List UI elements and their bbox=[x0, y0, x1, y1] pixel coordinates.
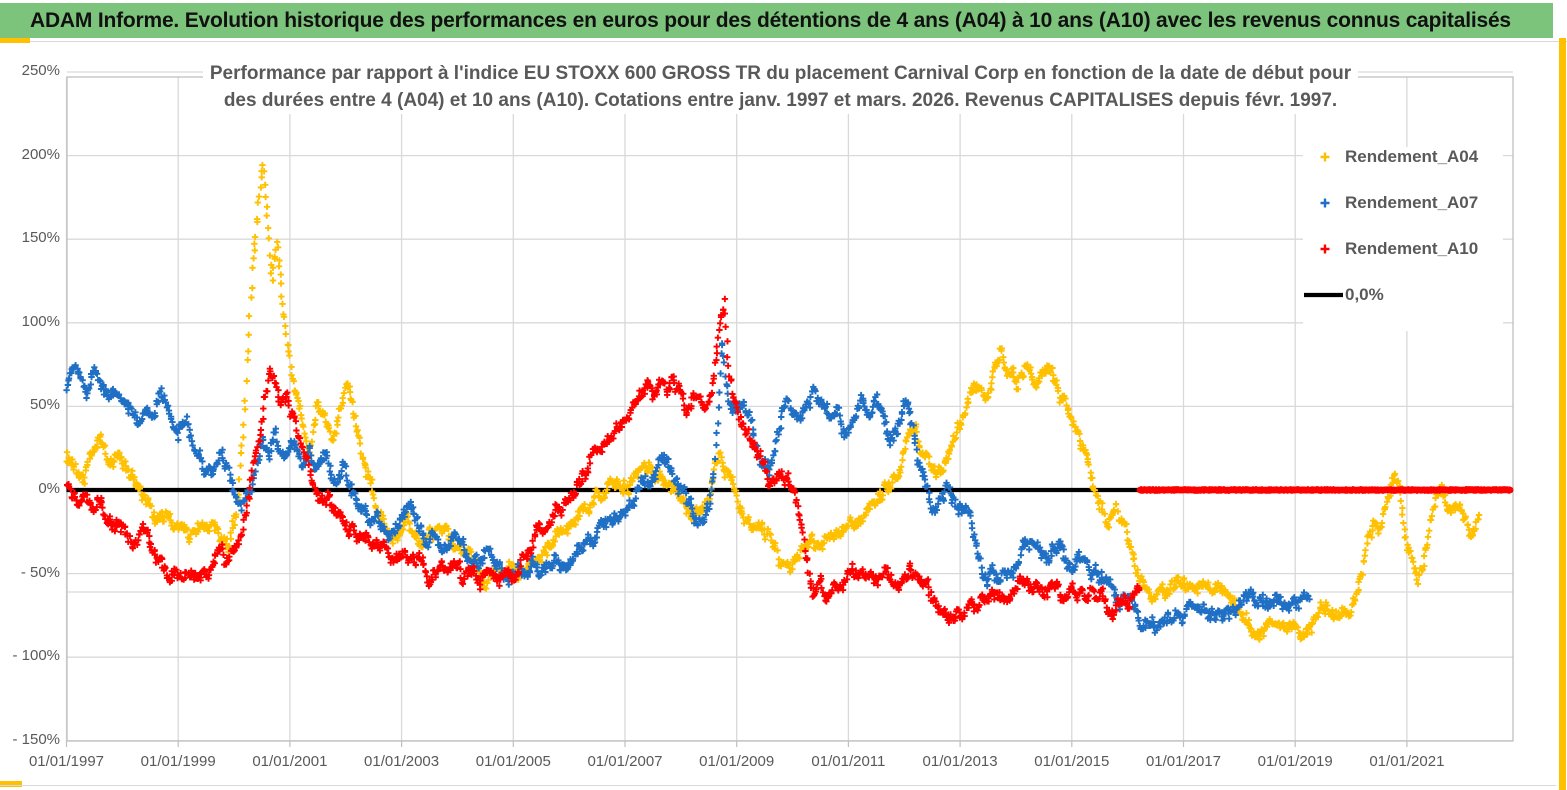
chart-legend[interactable]: Rendement_A04 Rendement_A07 Rendement_A10 0… bbox=[1303, 147, 1503, 331]
x-axis-tick-label: 01/01/2003 bbox=[364, 753, 440, 770]
y-axis-tick-label: - 100% bbox=[12, 647, 60, 665]
y-axis-tick-label: 250% bbox=[21, 62, 60, 79]
legend-item-rendement-a07[interactable]: Rendement_A07 bbox=[1303, 193, 1503, 213]
y-axis-tick-label: 150% bbox=[21, 229, 60, 247]
legend-label: Rendement_A07 bbox=[1345, 193, 1479, 212]
legend-plus-marker-icon bbox=[1320, 198, 1330, 208]
legend-plus-marker-icon bbox=[1320, 244, 1330, 254]
plot-border bbox=[65, 76, 1514, 747]
legend-label: 0,0% bbox=[1345, 285, 1384, 304]
x-axis-tick-label: 01/01/2019 bbox=[1257, 753, 1333, 770]
y-axis-tick-label: - 150% bbox=[12, 730, 60, 748]
chart-title: Performance par rapport à l'indice EU ST… bbox=[203, 60, 1358, 114]
yellow-accent-bottom bbox=[0, 781, 22, 787]
x-axis-tick-label: 01/01/2005 bbox=[475, 753, 551, 770]
report-title: ADAM Informe. Evolution historique des p… bbox=[30, 8, 1511, 32]
report-header-bar: ADAM Informe. Evolution historique des p… bbox=[0, 3, 1553, 38]
x-axis-tick-label: 01/01/2013 bbox=[922, 753, 998, 770]
y-axis-tick-label: 50% bbox=[29, 396, 60, 414]
y-axis-tick-label: - 50% bbox=[20, 563, 60, 581]
x-axis-tick-label: 01/01/2001 bbox=[252, 753, 328, 770]
bottom-divider bbox=[0, 785, 1556, 786]
x-axis-tick-label: 01/01/2007 bbox=[587, 753, 663, 770]
yellow-accent-left bbox=[0, 38, 30, 43]
y-axis-tick-label: 0% bbox=[38, 480, 60, 497]
y-axis-tick-label: 100% bbox=[21, 312, 60, 330]
x-axis-tick-label: 01/01/2011 bbox=[811, 753, 886, 770]
x-axis-tick-label: 01/01/2017 bbox=[1145, 753, 1222, 770]
yellow-accent-right-border bbox=[1559, 38, 1566, 790]
legend-label: Rendement_A04 bbox=[1345, 147, 1479, 166]
x-axis-tick-label: 01/01/2009 bbox=[699, 753, 775, 770]
series-rendement_a07 bbox=[63, 340, 1313, 636]
x-axis-tick-label: 01/01/1999 bbox=[140, 753, 216, 770]
legend-label: Rendement_A10 bbox=[1345, 239, 1479, 258]
series-rendement_a10 bbox=[64, 295, 1513, 626]
x-axis-tick-label: 01/01/2021 bbox=[1369, 753, 1445, 770]
x-axis-tick-label: 01/01/2015 bbox=[1034, 753, 1110, 770]
legend-line-swatch bbox=[1304, 292, 1343, 298]
legend-item-rendement-a10[interactable]: Rendement_A10 bbox=[1303, 239, 1503, 259]
y-axis-tick-label: 200% bbox=[21, 145, 60, 163]
x-axis-tick-label: 01/01/1997 bbox=[28, 753, 105, 770]
legend-item-rendement-a04[interactable]: Rendement_A04 bbox=[1303, 147, 1503, 167]
header-divider bbox=[0, 41, 1567, 42]
legend-plus-marker-icon bbox=[1320, 152, 1330, 162]
legend-item-0-0-[interactable]: 0,0% bbox=[1303, 285, 1503, 305]
